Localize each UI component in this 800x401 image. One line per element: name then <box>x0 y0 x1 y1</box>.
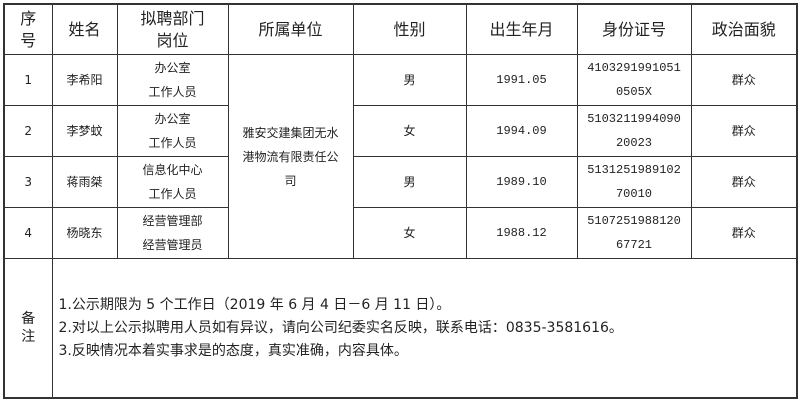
name-cell: 杨晓东 <box>51 207 118 259</box>
post-cell: 办公室 工作人员 <box>116 105 229 157</box>
birth-cell: 1988.12 <box>465 207 578 259</box>
unit-cell: 雅安交建集团无水港物流有限责任公司 <box>227 54 354 259</box>
seq-cell: 1 <box>3 54 53 106</box>
table-row: 1 李希阳 办公室 工作人员 雅安交建集团无水港物流有限责任公司 男 1991.0… <box>3 54 798 259</box>
header-unit: 所属单位 <box>227 3 354 55</box>
seq-cell: 4 <box>3 207 53 259</box>
name-cell: 李希阳 <box>51 54 118 106</box>
id-cell: 5131251989102 70010 <box>576 156 692 208</box>
seq-cell: 2 <box>3 105 53 157</box>
gender-cell: 女 <box>352 105 467 157</box>
politics-cell: 群众 <box>690 207 798 259</box>
post-cell: 办公室 工作人员 <box>116 54 229 106</box>
header-gender: 性别 <box>352 3 467 55</box>
post-cell: 经营管理部 经营管理员 <box>116 207 229 259</box>
gender-cell: 女 <box>352 207 467 259</box>
id-cell: 4103291991051 0505X <box>576 54 692 106</box>
id-cell: 5103211994090 20023 <box>576 105 692 157</box>
header-name: 姓名 <box>51 3 118 55</box>
politics-cell: 群众 <box>690 54 798 106</box>
politics-cell: 群众 <box>690 105 798 157</box>
remark-line: 1.公示期限为 5 个工作日（2019 年 6 月 4 日－6 月 11 日）。 <box>58 296 451 313</box>
politics-cell: 群众 <box>690 156 798 208</box>
remarks-row: 备注 1.公示期限为 5 个工作日（2019 年 6 月 4 日－6 月 11 … <box>3 258 798 399</box>
table-row: 2 李梦蚊 办公室 工作人员 女 1994.09 5103211994090 200… <box>3 105 798 157</box>
birth-cell: 1994.09 <box>465 105 578 157</box>
table-row: 3 蒋雨桀 信息化中心 工作人员 男 1989.10 5131251989102 7… <box>3 156 798 208</box>
header-row: 序号 姓名 拟聘部门岗位 所属单位 性别 出生年月 身份证号 政治面貌 <box>3 3 798 55</box>
name-cell: 李梦蚊 <box>51 105 118 157</box>
table-row: 4 杨晓东 经营管理部 经营管理员 女 1988.12 5107251988120… <box>3 207 798 259</box>
header-post: 拟聘部门岗位 <box>116 3 229 55</box>
id-cell: 5107251988120 67721 <box>576 207 692 259</box>
post-cell: 信息化中心 工作人员 <box>116 156 229 208</box>
header-id: 身份证号 <box>576 3 692 55</box>
remarks-content: 1.公示期限为 5 个工作日（2019 年 6 月 4 日－6 月 11 日）。… <box>51 258 798 399</box>
seq-cell: 3 <box>3 156 53 208</box>
candidate-table: 序号 姓名 拟聘部门岗位 所属单位 性别 出生年月 身份证号 政治面貌 1 李希… <box>3 3 798 399</box>
header-birth: 出生年月 <box>465 3 578 55</box>
remark-line: 3.反映情况本着实事求是的态度，真实准确，内容具体。 <box>58 342 408 359</box>
birth-cell: 1991.05 <box>465 54 578 106</box>
remarks-label: 备注 <box>3 258 53 399</box>
header-seq: 序号 <box>3 3 53 55</box>
name-cell: 蒋雨桀 <box>51 156 118 208</box>
gender-cell: 男 <box>352 54 467 106</box>
header-politics: 政治面貌 <box>690 3 798 55</box>
birth-cell: 1989.10 <box>465 156 578 208</box>
remark-line: 2.对以上公示拟聘用人员如有异议，请向公司纪委实名反映，联系电话：0835-35… <box>58 319 623 336</box>
gender-cell: 男 <box>352 156 467 208</box>
